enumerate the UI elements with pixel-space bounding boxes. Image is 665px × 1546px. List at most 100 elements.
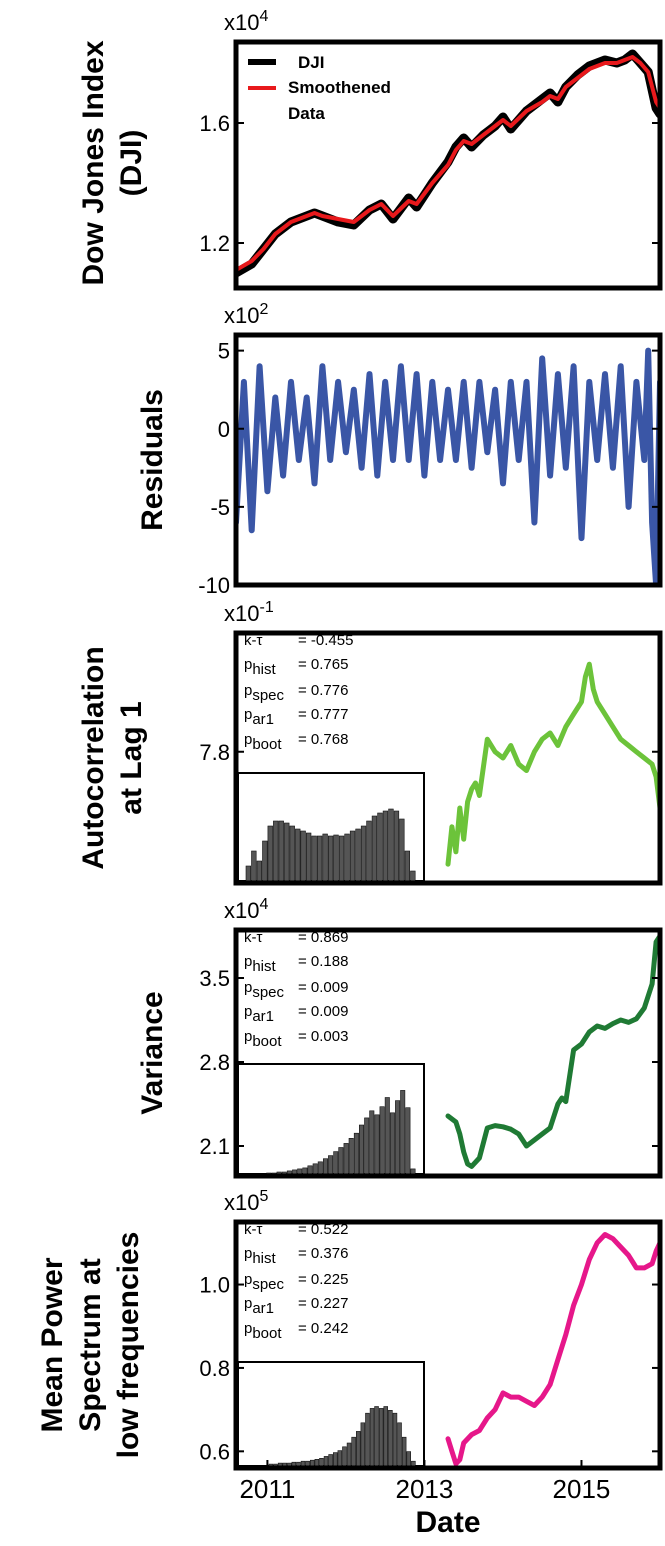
histogram-bar <box>245 865 251 882</box>
histogram-bar <box>371 815 378 882</box>
histogram-bar <box>278 820 284 882</box>
histogram-bar <box>404 850 410 882</box>
exponent-label: x102 <box>224 301 268 328</box>
stat-symbol: k-τ <box>244 632 262 649</box>
histogram-bar <box>302 1167 308 1175</box>
histogram-bar <box>369 1110 375 1175</box>
histogram-bar <box>314 1459 320 1467</box>
stat-p-hist: phist = 0.765 <box>244 656 348 678</box>
histogram-bar <box>328 1454 333 1467</box>
stat-subscript: spec <box>252 687 284 704</box>
exponent-base: x10 <box>224 1190 259 1215</box>
exponent-base: x10 <box>224 303 259 328</box>
stat-symbol: p <box>244 731 252 748</box>
chart-panel-5: 1.0 0.8 0.6 x105 Mean Power Spectrum at low fr… <box>36 1188 663 1539</box>
histogram-bar <box>305 832 312 882</box>
plot-area <box>445 1232 660 1467</box>
x-tick-label: 2013 <box>396 1474 454 1504</box>
series-line-1 <box>445 933 660 1169</box>
histogram-bar <box>333 1151 339 1175</box>
y-axis-label-line: Variance <box>136 991 169 1114</box>
histogram-inset <box>237 772 425 882</box>
stat-subscript: spec <box>252 1276 284 1293</box>
series-line-1 <box>445 661 660 867</box>
stat-value: = 0.768 <box>298 731 348 748</box>
histogram-bar <box>291 1461 297 1467</box>
x-tick-label: 2011 <box>239 1474 295 1504</box>
histogram-bar <box>296 1461 301 1467</box>
stat-symbol: p <box>244 1245 252 1262</box>
histogram-bar <box>337 1450 343 1467</box>
plot-area <box>445 661 660 867</box>
exponent-label: x10-1 <box>224 599 274 626</box>
stat-subscript: ar1 <box>252 1008 274 1025</box>
histogram-bar <box>300 1460 306 1467</box>
histogram-bar <box>388 808 394 882</box>
stat-symbol: p <box>244 706 252 723</box>
histogram-bar <box>267 825 273 882</box>
histogram-inset <box>237 1361 425 1467</box>
stat-value: = 0.225 <box>298 1271 348 1288</box>
stat-value: = 0.003 <box>298 1028 348 1045</box>
histogram-bar <box>410 870 416 882</box>
histogram-bar <box>289 825 295 882</box>
histogram-bar <box>309 1459 315 1467</box>
histogram-bar <box>297 1168 303 1175</box>
stat-symbol: k-τ <box>244 929 262 946</box>
stat-p-hist: phist = 0.188 <box>244 953 348 975</box>
histogram-bar <box>256 860 262 882</box>
chart-panel-3: 7.8 x10-1 Autocorrelation at Lag 1 k-τ = -0.4… <box>77 599 663 886</box>
plot-frame <box>233 927 663 1179</box>
histogram-bar <box>382 810 389 882</box>
stat-symbol: p <box>244 1271 252 1288</box>
histogram-bar <box>365 1412 370 1467</box>
stat-subscript: boot <box>252 1033 282 1050</box>
y-tick-label: 1.6 <box>199 111 230 136</box>
histogram-bar <box>405 1107 411 1175</box>
x-axis-label: Date <box>415 1506 480 1539</box>
histogram-bar <box>384 1097 390 1175</box>
histogram-bar <box>392 1412 398 1467</box>
stat-symbol: p <box>244 682 252 699</box>
stat-symbol: p <box>244 979 252 996</box>
stat-p-spec: pspec = 0.776 <box>244 682 348 704</box>
stat-p-boot: pboot = 0.003 <box>244 1028 348 1050</box>
histogram-bar <box>397 1422 402 1467</box>
chart-panel-2: 5 0 -5 -10 x102 Residuals <box>136 301 663 598</box>
stat-value: = 0.777 <box>298 706 348 723</box>
stat-symbol: p <box>244 1320 252 1337</box>
stat-symbol: p <box>244 1028 252 1045</box>
stat-subscript: boot <box>252 736 282 753</box>
histogram-bar <box>360 825 367 882</box>
histogram-bar <box>251 850 257 882</box>
y-axis-label-line: Mean Power <box>36 1257 69 1432</box>
histogram-inset <box>237 1063 425 1175</box>
plot-frame <box>233 332 663 588</box>
y-axis-label-line: Spectrum at <box>74 1258 107 1431</box>
exponent-label: x104 <box>224 896 268 923</box>
stat-value: = 0.009 <box>298 979 348 996</box>
histogram-bar <box>410 1168 416 1175</box>
stat-p-spec: pspec = 0.009 <box>244 979 348 1001</box>
exponent-base: x10 <box>224 601 259 626</box>
histogram-bar <box>369 1408 375 1467</box>
plot-area <box>445 933 660 1169</box>
stat-p-boot: pboot = 0.242 <box>244 1320 348 1342</box>
histogram-bar <box>346 1442 352 1467</box>
stat-symbol: p <box>244 1295 252 1312</box>
histogram-bar <box>311 835 317 882</box>
histogram-bar <box>322 1158 328 1175</box>
exponent-base: x10 <box>224 10 259 35</box>
y-axis-label: Residuals <box>136 389 169 531</box>
stat-value: = 0.188 <box>298 953 348 970</box>
stat-subscript: ar1 <box>252 1300 274 1317</box>
histogram-bar <box>406 1451 411 1467</box>
stat-value: = 0.776 <box>298 682 348 699</box>
histogram-bar <box>307 1165 313 1175</box>
plot-frame <box>233 39 663 291</box>
stat-p-ar1: par1 = 0.777 <box>244 706 348 728</box>
y-tick-label: 0.8 <box>199 1356 230 1381</box>
